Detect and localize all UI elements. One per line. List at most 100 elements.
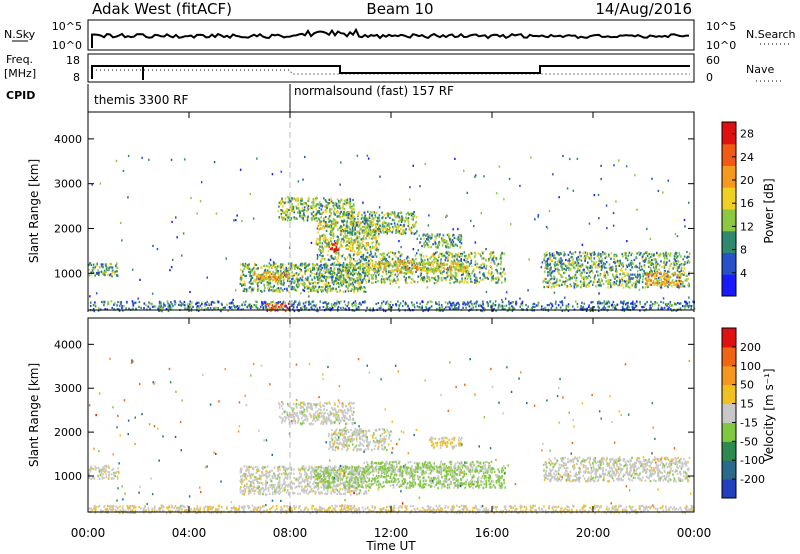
- echo-cell: [340, 210, 342, 213]
- echo-cell: [663, 260, 665, 263]
- echo-cell: [360, 303, 362, 306]
- echo-cell: [333, 261, 336, 264]
- echo-cell: [554, 264, 556, 267]
- echo-cell: [397, 300, 399, 303]
- echo-cell: [302, 209, 304, 212]
- echo-cell: [441, 239, 443, 243]
- echo-cell: [319, 254, 321, 257]
- echo-cell: [88, 268, 90, 271]
- echo-cell: [351, 264, 354, 267]
- echo-cell: [354, 226, 356, 229]
- echo-cell: [320, 251, 322, 254]
- echo-cell: [544, 277, 547, 281]
- echo-cell: [268, 276, 270, 279]
- echo-cell: [610, 284, 612, 287]
- echo-cell: [327, 302, 330, 305]
- echo-cell: [419, 241, 421, 244]
- echo-cell: [656, 284, 659, 287]
- echo-cell: [561, 263, 563, 266]
- echo-cell: [311, 287, 314, 290]
- echo-cell: [384, 278, 386, 281]
- echo-cell: [627, 254, 630, 257]
- echo-cell: [455, 279, 457, 282]
- echo-cell: [579, 286, 582, 289]
- echo-cell: [644, 258, 647, 261]
- echo-cell: [554, 276, 556, 279]
- echo-cell: [250, 304, 253, 308]
- echo-cell: [350, 237, 352, 240]
- echo-cell: [460, 237, 462, 240]
- echo-cell: [663, 265, 666, 268]
- echo-cell: [355, 279, 357, 282]
- echo-cell: [655, 274, 658, 277]
- echo-cell: [602, 262, 605, 265]
- echo-cell: [158, 305, 160, 308]
- echo-cell: [474, 278, 476, 282]
- echo-cell: [478, 271, 481, 274]
- echo-cell: [480, 263, 483, 266]
- echo-cell: [663, 255, 666, 258]
- echo-cell: [244, 274, 246, 278]
- echo-cell: [405, 267, 408, 270]
- echo-cell: [317, 287, 320, 290]
- echo-cell: [313, 304, 315, 307]
- echo-cell: [327, 244, 330, 247]
- echo-cell: [267, 284, 270, 287]
- echo-cell: [616, 255, 619, 258]
- echo-cell: [364, 219, 366, 222]
- echo-cell: [606, 271, 609, 275]
- echo-cell: [452, 260, 455, 264]
- echo-cell: [253, 303, 256, 307]
- echo-cell: [425, 262, 428, 265]
- echo-cell: [638, 251, 640, 254]
- echo-cell: [291, 210, 293, 213]
- echo-cell: [383, 255, 386, 258]
- echo-cell: [101, 265, 103, 268]
- echo-cell: [443, 308, 445, 311]
- echo-cell: [596, 254, 599, 258]
- echo-cell: [322, 211, 325, 214]
- echo-cell: [433, 258, 435, 261]
- echo-cell: [321, 227, 323, 230]
- echo-cell: [545, 285, 548, 288]
- echo-cell: [417, 265, 420, 268]
- echo-cell: [261, 303, 263, 306]
- echo-cell: [325, 200, 327, 203]
- echo-cell: [483, 266, 485, 269]
- echo-cell: [158, 308, 161, 311]
- echo-cell: [449, 246, 451, 249]
- echo-cell: [264, 278, 267, 281]
- echo-cell: [642, 253, 644, 256]
- echo-cell: [347, 266, 349, 269]
- echo-cell: [195, 302, 197, 305]
- echo-cell: [297, 197, 299, 200]
- echo-cell: [349, 249, 352, 252]
- echo-cell: [335, 280, 337, 283]
- echo-cell: [338, 253, 340, 256]
- echo-cell: [441, 254, 444, 257]
- echo-cell: [456, 279, 459, 282]
- echo-cell: [356, 308, 359, 311]
- echo-cell: [648, 257, 650, 260]
- echo-cell: [435, 302, 437, 305]
- echo-cell: [346, 288, 349, 291]
- echo-cell: [331, 248, 334, 251]
- echo-cell: [283, 272, 285, 275]
- echo-cell: [355, 268, 357, 272]
- echo-cell: [381, 225, 384, 228]
- echo-cell: [329, 208, 331, 211]
- echo-cell: [292, 306, 295, 309]
- echo-cell: [317, 290, 319, 294]
- echo-cell: [283, 287, 286, 290]
- echo-cell: [410, 228, 412, 231]
- echo-cell: [117, 301, 119, 304]
- echo-cell: [318, 218, 321, 221]
- echo-cell: [474, 263, 477, 266]
- echo-cell: [253, 287, 255, 290]
- echo-cell: [354, 260, 356, 263]
- echo-cell: [664, 283, 667, 286]
- echo-cell: [551, 303, 553, 306]
- echo-cell: [688, 304, 691, 307]
- echo-cell: [375, 302, 377, 306]
- echo-cell: [370, 252, 372, 255]
